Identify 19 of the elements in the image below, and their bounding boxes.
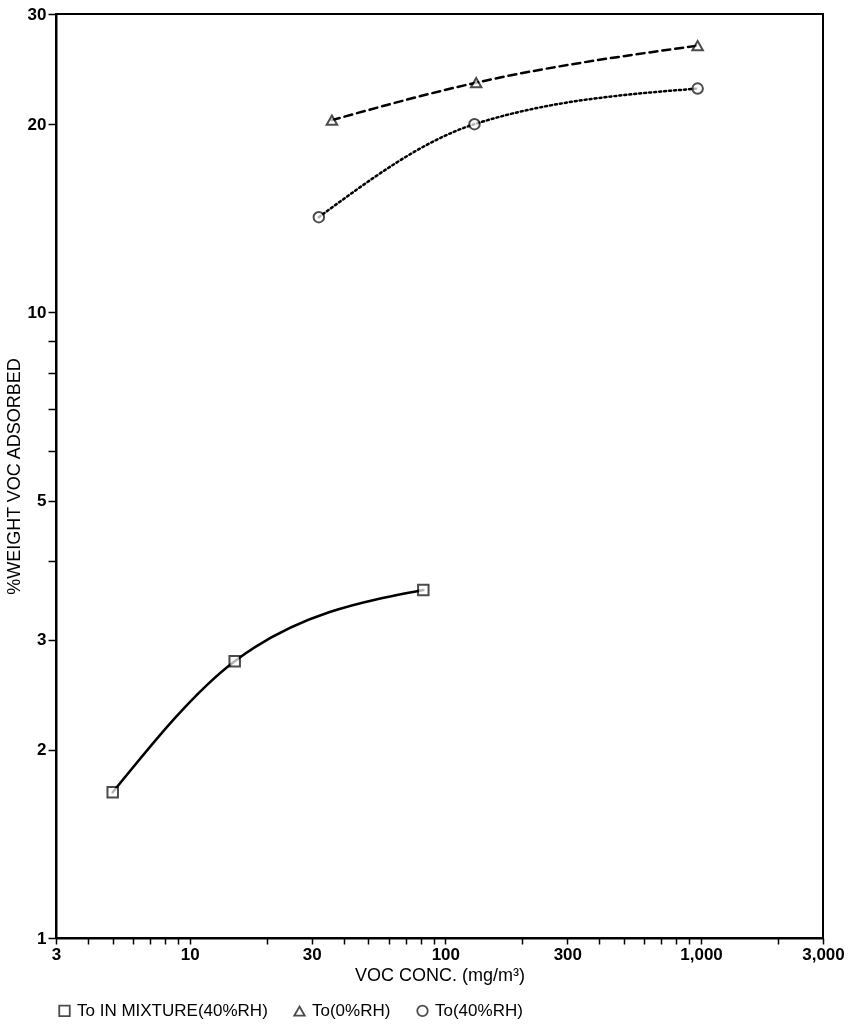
x-tick-label: 100 [431, 944, 461, 964]
x-tick-label: 3,000 [802, 944, 845, 964]
y-tick-label: 30 [27, 4, 47, 24]
y-tick-label: 5 [37, 491, 47, 511]
y-tick-label: 2 [37, 740, 47, 760]
x-axis-title: VOC CONC. (mg/m³) [355, 964, 525, 985]
x-tick-label: 300 [553, 944, 583, 964]
y-tick-label: 20 [27, 114, 47, 134]
y-tick-label: 1 [37, 928, 47, 948]
x-tick-label: 30 [302, 944, 322, 964]
y-axis-title: %WEIGHT VOC ADSORBED [3, 358, 24, 595]
x-tick-label: 10 [180, 944, 200, 964]
legend-label: To(40%RH) [435, 1000, 523, 1020]
x-tick-label: 3 [51, 944, 62, 964]
legend-label: To(0%RH) [312, 1001, 391, 1021]
y-tick-label: 10 [27, 302, 47, 322]
x-tick-label: 1,000 [680, 944, 723, 964]
legend-label: To IN MIXTURE(40%RH) [77, 1000, 268, 1020]
y-tick-label: 3 [37, 630, 47, 650]
